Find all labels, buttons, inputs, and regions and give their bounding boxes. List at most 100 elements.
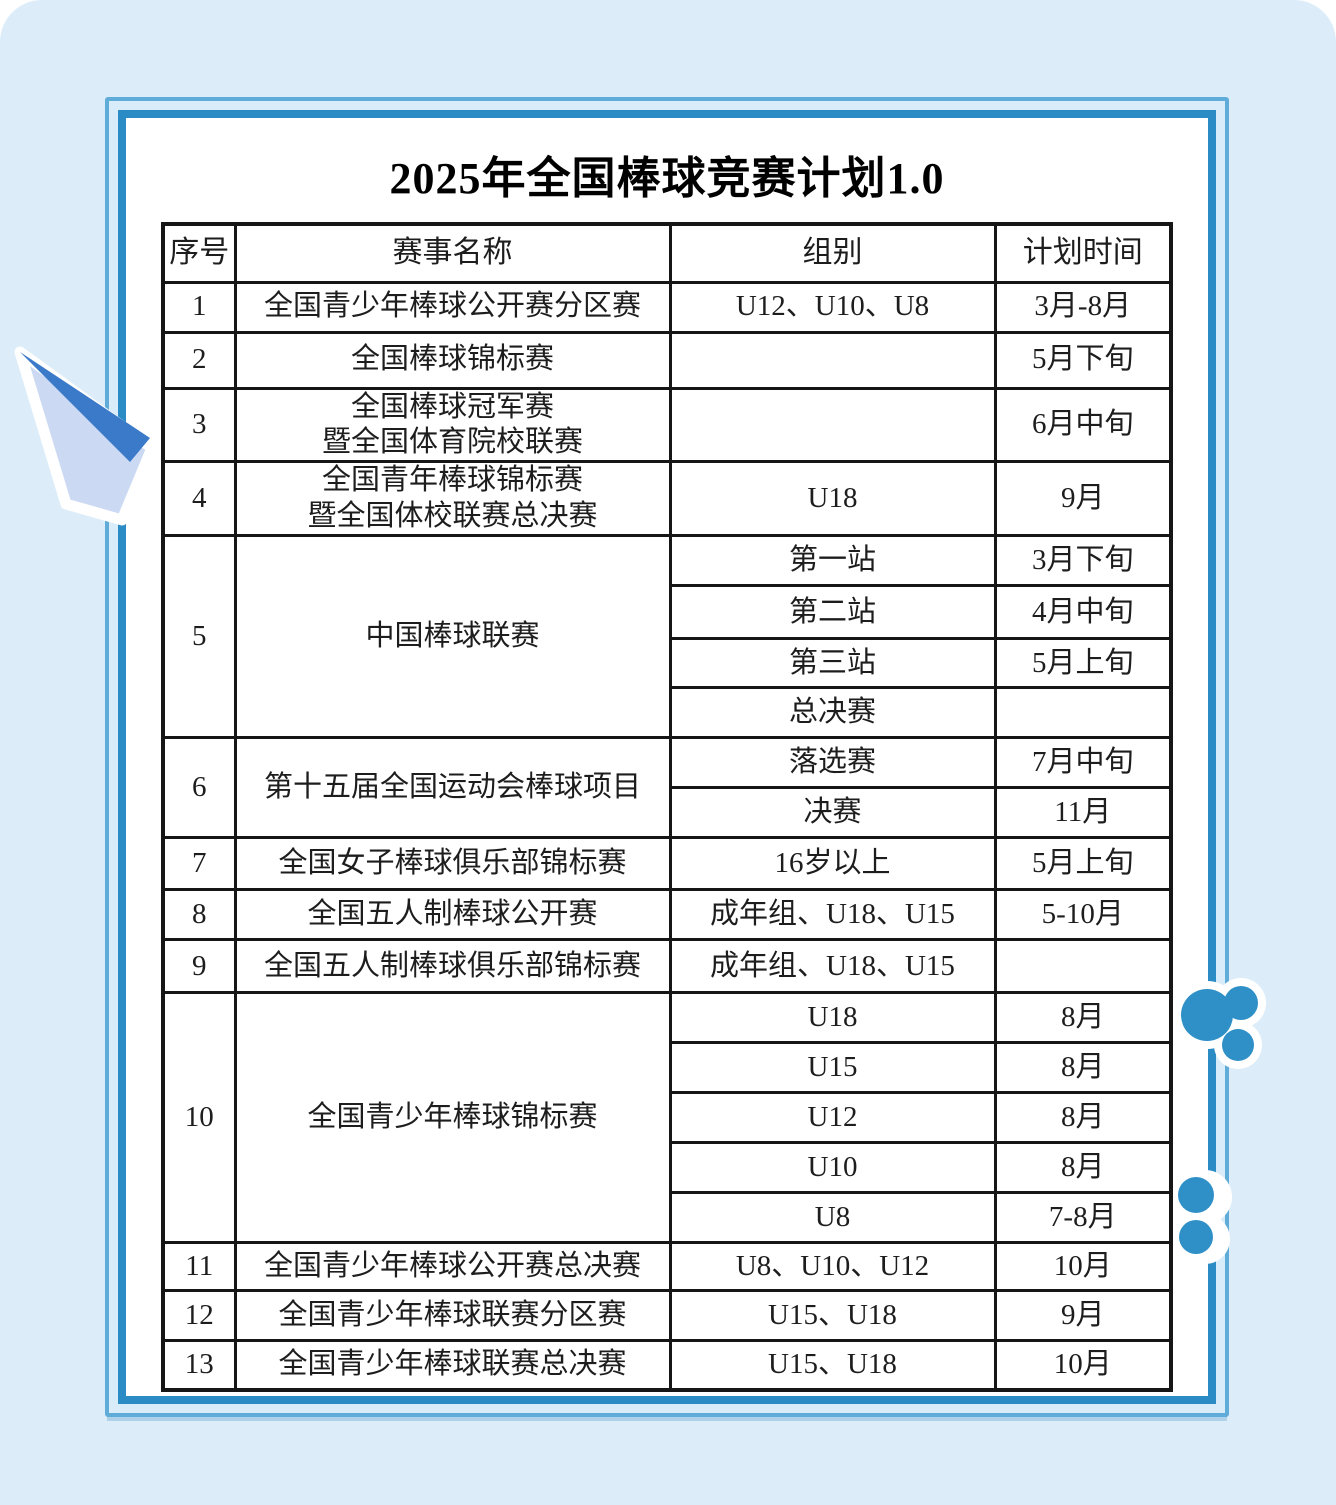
cell-no: 7 (161, 836, 237, 892)
table-row: 5 中国棒球联赛 第一站 3月下旬 (161, 534, 1173, 740)
cell-group: 成年组、U18、U15 (668, 938, 997, 995)
cell-time: 10月 (993, 1241, 1173, 1293)
table-row: 10 全国青少年棒球锦标赛 U18 8月 (161, 991, 1173, 1245)
cell-group: 落选赛 (668, 736, 997, 790)
table-subrow: U10 8月 (163, 1141, 1173, 1195)
cell-group: 决赛 (668, 786, 997, 840)
competition-schedule-table: 序号 赛事名称 组别 计划时间 1 全国青少年棒球公开赛分区赛 U12、U10、… (161, 222, 1173, 1392)
cell-time: 5月下旬 (993, 330, 1173, 390)
table-row: 13 全国青少年棒球联赛总决赛 U15、U18 10月 (161, 1339, 1173, 1392)
cell-no: 10 (161, 991, 237, 1245)
cell-group (668, 330, 997, 390)
cell-no: 12 (161, 1289, 237, 1343)
table-row: 11 全国青少年棒球公开赛总决赛 U8、U10、U12 10月 (161, 1241, 1173, 1293)
table-row: 7 全国女子棒球俱乐部锦标赛 16岁以上 5月上旬 (161, 836, 1173, 892)
cell-no: 1 (161, 280, 237, 334)
cell-time: 4月中旬 (993, 584, 1173, 641)
table-row: 12 全国青少年棒球联赛分区赛 U15、U18 9月 (161, 1289, 1173, 1343)
col-header-time: 计划时间 (993, 222, 1173, 284)
cell-group: 总决赛 (668, 686, 997, 740)
cell-time: 8月 (993, 1141, 1173, 1195)
table-row: 3 全国棒球冠军赛 暨全国体育院校联赛 6月中旬 (161, 386, 1173, 464)
col-header-group: 组别 (668, 222, 997, 284)
cell-group: U12、U10、U8 (668, 280, 997, 334)
cell-time: 9月 (993, 1289, 1173, 1343)
cell-no: 5 (161, 534, 237, 740)
cell-time: 5月上旬 (993, 836, 1173, 892)
cell-event-name: 全国五人制棒球俱乐部锦标赛 (233, 938, 672, 995)
cell-event-name: 全国青年棒球锦标赛 暨全国体校联赛总决赛 (233, 460, 672, 538)
cell-no: 13 (161, 1339, 237, 1392)
table-subrow: U12 8月 (163, 1091, 1173, 1145)
cell-time: 9月 (993, 460, 1173, 538)
cell-group: U15、U18 (668, 1339, 997, 1392)
cell-event-name: 全国青少年棒球锦标赛 (233, 991, 672, 1245)
cell-event-name: 第十五届全国运动会棒球项目 (233, 736, 672, 840)
cell-time: 5月上旬 (993, 637, 1173, 690)
frame-inner-panel: 2025年全国棒球竞赛计划1.0 序号 赛事名称 组别 计划时间 1 全国青少年… (118, 110, 1216, 1404)
table-subrow: 总决赛 (163, 686, 1173, 740)
table-row: 6 第十五届全国运动会棒球项目 落选赛 7月中旬 (161, 736, 1173, 840)
cell-event-name: 全国青少年棒球公开赛总决赛 (233, 1241, 672, 1293)
cell-event-name: 中国棒球联赛 (233, 534, 672, 740)
cell-group: U15 (668, 1041, 997, 1095)
table-subrow: 第二站 4月中旬 (163, 584, 1173, 641)
table-subrow: 第三站 5月上旬 (163, 637, 1173, 690)
cell-event-name: 全国青少年棒球公开赛分区赛 (233, 280, 672, 334)
cell-time (993, 686, 1173, 740)
table-subrow: U8 7-8月 (163, 1191, 1173, 1245)
cell-time (993, 938, 1173, 995)
paper-airplane-icon (14, 346, 158, 526)
cell-time: 6月中旬 (993, 386, 1173, 464)
cell-group: U18 (668, 460, 997, 538)
cell-time: 7月中旬 (993, 736, 1173, 790)
table-row: 9 全国五人制棒球俱乐部锦标赛 成年组、U18、U15 (161, 938, 1173, 995)
cell-no: 6 (161, 736, 237, 840)
table-subrow: 决赛 11月 (163, 786, 1173, 840)
table-header-row: 序号 赛事名称 组别 计划时间 (161, 222, 1173, 284)
cell-time: 10月 (993, 1339, 1173, 1392)
table-row: 4 全国青年棒球锦标赛 暨全国体校联赛总决赛 U18 9月 (161, 460, 1173, 538)
cell-time: 3月下旬 (993, 534, 1173, 588)
table-row: 1 全国青少年棒球公开赛分区赛 U12、U10、U8 3月-8月 (161, 280, 1173, 334)
cell-group: U8 (668, 1191, 997, 1245)
cell-event-name: 全国青少年棒球联赛总决赛 (233, 1339, 672, 1392)
cell-time: 8月 (993, 1091, 1173, 1145)
cell-group: 成年组、U18、U15 (668, 888, 997, 942)
cell-event-name: 全国棒球锦标赛 (233, 330, 672, 390)
cell-time: 5-10月 (993, 888, 1173, 942)
clover-flower-small-icon (1178, 1170, 1232, 1264)
cell-time: 8月 (993, 1041, 1173, 1095)
cell-group: 第三站 (668, 637, 997, 690)
cell-event-name: 全国青少年棒球联赛分区赛 (233, 1289, 672, 1343)
page-title: 2025年全国棒球竞赛计划1.0 (389, 154, 945, 203)
cell-group: 第一站 (668, 534, 997, 588)
cell-group: U10 (668, 1141, 997, 1195)
cell-time: 7-8月 (993, 1191, 1173, 1245)
cell-time: 3月-8月 (993, 280, 1173, 334)
cell-group: U18 (668, 991, 997, 1045)
col-header-name: 赛事名称 (233, 222, 672, 284)
cell-group (668, 386, 997, 464)
cell-time: 11月 (993, 786, 1173, 840)
cell-event-name: 全国五人制棒球公开赛 (233, 888, 672, 942)
cell-no: 3 (161, 386, 237, 464)
cell-event-name: 全国棒球冠军赛 暨全国体育院校联赛 (233, 386, 672, 464)
cell-group: 16岁以上 (668, 836, 997, 892)
cell-no: 11 (161, 1241, 237, 1293)
clover-flower-icon (1173, 978, 1266, 1069)
cell-no: 8 (161, 888, 237, 942)
cell-time: 8月 (993, 991, 1173, 1045)
col-header-no: 序号 (161, 222, 237, 284)
cell-no: 9 (161, 938, 237, 995)
cell-event-name: 全国女子棒球俱乐部锦标赛 (233, 836, 672, 892)
cell-group: U8、U10、U12 (668, 1241, 997, 1293)
cell-group: U15、U18 (668, 1289, 997, 1343)
table-subrow: U15 8月 (163, 1041, 1173, 1095)
cell-group: U12 (668, 1091, 997, 1145)
cell-group: 第二站 (668, 584, 997, 641)
decorative-double-frame: 2025年全国棒球竞赛计划1.0 序号 赛事名称 组别 计划时间 1 全国青少年… (105, 97, 1229, 1417)
table-row: 8 全国五人制棒球公开赛 成年组、U18、U15 5-10月 (161, 888, 1173, 942)
cell-no: 4 (161, 460, 237, 538)
